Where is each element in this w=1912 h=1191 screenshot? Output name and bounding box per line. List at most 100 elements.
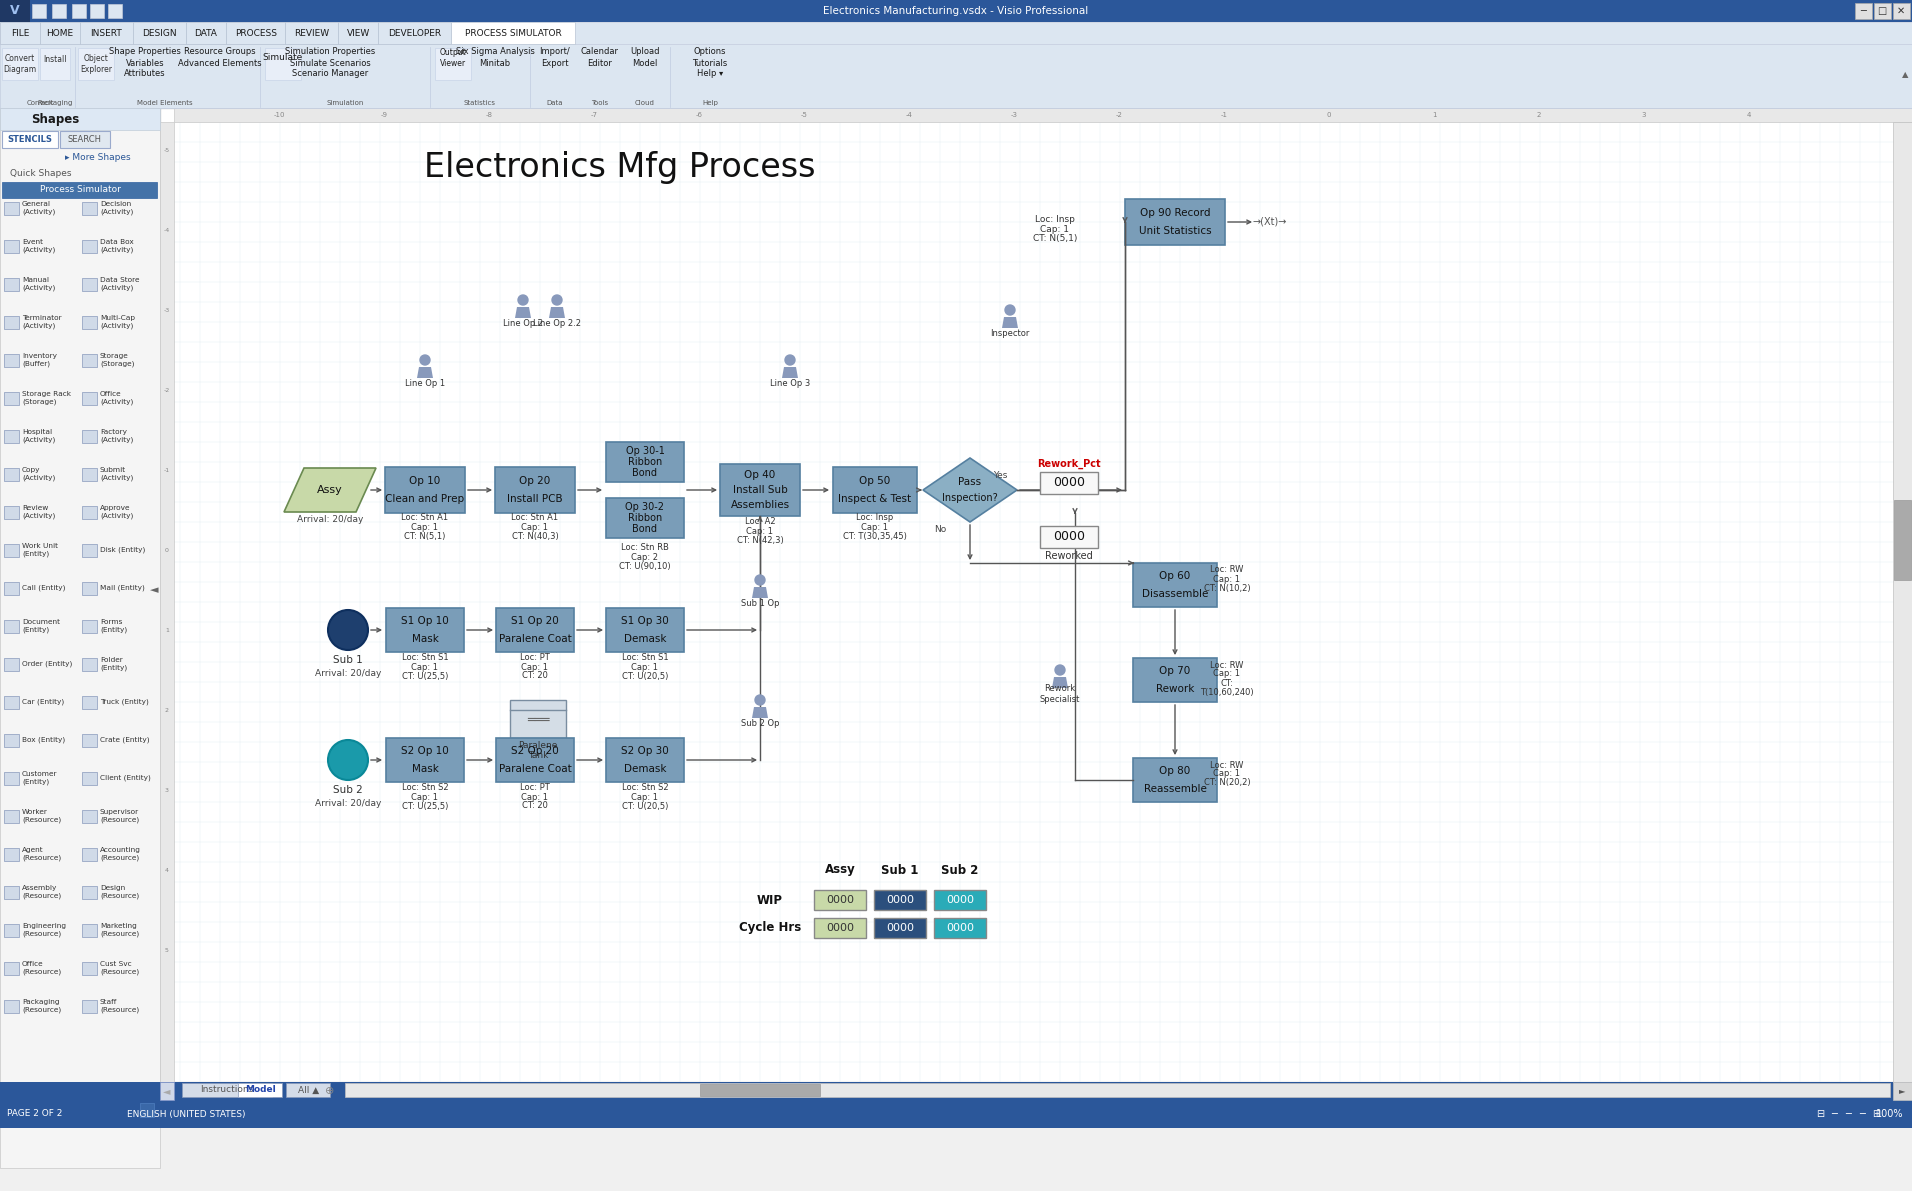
Bar (4, 430, 19, 443)
Text: Rework_Pct: Rework_Pct (1036, 459, 1101, 469)
Bar (82, 241, 98, 252)
Bar (495, 607, 574, 651)
Bar (451, 21, 576, 44)
Bar (140, 1103, 155, 1117)
Text: -10: -10 (273, 112, 285, 118)
Text: Hospital
(Activity): Hospital (Activity) (23, 429, 55, 443)
Bar (0, 1100, 1912, 1128)
Text: Help: Help (702, 100, 717, 106)
Text: Marketing
(Resource): Marketing (Resource) (99, 923, 140, 937)
Bar (4, 886, 19, 899)
Text: Model: Model (245, 1085, 275, 1095)
Text: -9: -9 (380, 112, 388, 118)
Text: Cap: 1: Cap: 1 (631, 662, 658, 672)
Text: Cap: 1: Cap: 1 (1214, 669, 1241, 679)
Bar (0, 44, 1912, 108)
Text: Editor: Editor (587, 58, 612, 68)
Text: Quick Shapes: Quick Shapes (10, 169, 71, 179)
Text: Op 70: Op 70 (1159, 666, 1191, 676)
Text: Assy: Assy (824, 863, 855, 877)
Circle shape (755, 575, 765, 585)
Circle shape (786, 355, 795, 364)
Text: 0000: 0000 (946, 923, 973, 933)
Text: Agent
(Resource): Agent (Resource) (23, 847, 61, 861)
Polygon shape (1052, 676, 1069, 688)
Text: Sub 1: Sub 1 (333, 655, 363, 665)
Text: Tutorials: Tutorials (692, 58, 728, 68)
Text: Arrival: 20/day: Arrival: 20/day (296, 516, 363, 524)
Text: 0000: 0000 (826, 894, 855, 905)
Text: Sub 1 Op: Sub 1 Op (740, 599, 780, 609)
Bar (90, 4, 103, 18)
Bar (834, 467, 918, 513)
Bar (4, 772, 19, 785)
Text: ─: ─ (1832, 1109, 1837, 1120)
Text: -3: -3 (164, 307, 170, 312)
Text: Supervisor
(Resource): Supervisor (Resource) (99, 809, 140, 823)
Text: ─: ─ (1858, 1109, 1864, 1120)
Bar (4, 354, 19, 367)
Text: -4: -4 (164, 227, 170, 232)
Text: Op 30-1: Op 30-1 (625, 445, 665, 456)
Text: -7: -7 (591, 112, 597, 118)
Text: CT: N(20,2): CT: N(20,2) (1205, 779, 1250, 787)
Bar (0, 1128, 1912, 1191)
Bar (0, 21, 1912, 44)
Bar (1134, 657, 1218, 701)
Bar (82, 468, 98, 481)
Text: Approve
(Activity): Approve (Activity) (99, 505, 134, 519)
Text: Data Box
(Activity): Data Box (Activity) (99, 239, 134, 252)
Text: ⊕: ⊕ (325, 1086, 335, 1096)
Text: Car (Entity): Car (Entity) (23, 699, 65, 705)
Text: Loc: Insp: Loc: Insp (857, 513, 893, 523)
Bar (0, 0, 1912, 21)
Text: CT: U(20,5): CT: U(20,5) (621, 672, 667, 680)
Text: Packaging
(Resource): Packaging (Resource) (23, 999, 61, 1012)
Text: DEVELOPER: DEVELOPER (388, 29, 442, 37)
Text: Loc: Stn S1: Loc: Stn S1 (621, 654, 669, 662)
Circle shape (1055, 665, 1065, 675)
Text: Cap: 1: Cap: 1 (1040, 224, 1069, 233)
Text: -5: -5 (801, 112, 807, 118)
Circle shape (1006, 305, 1015, 314)
Bar (4, 848, 19, 861)
Text: ENGLISH (UNITED STATES): ENGLISH (UNITED STATES) (126, 1110, 245, 1118)
Bar (82, 506, 98, 519)
Text: Cap: 1: Cap: 1 (522, 792, 549, 802)
Bar (4, 810, 19, 823)
Text: CT: N(40,3): CT: N(40,3) (512, 531, 558, 541)
Text: Engineering
(Resource): Engineering (Resource) (23, 923, 67, 937)
Bar (82, 657, 98, 671)
Text: T(10,60,240): T(10,60,240) (1201, 687, 1254, 697)
Bar (4, 278, 19, 291)
Bar (0, 21, 40, 44)
Text: Disassemble: Disassemble (1141, 588, 1208, 599)
Text: VIEW: VIEW (346, 29, 371, 37)
Text: Folder
(Entity): Folder (Entity) (99, 657, 128, 671)
Text: Loc: PT: Loc: PT (520, 784, 551, 792)
Bar (82, 924, 98, 937)
Polygon shape (751, 587, 769, 598)
Text: 4: 4 (164, 867, 168, 873)
Text: -4: -4 (906, 112, 912, 118)
Text: FILE: FILE (11, 29, 29, 37)
Text: -3: -3 (1011, 112, 1017, 118)
Text: Sub 2 Op: Sub 2 Op (740, 719, 780, 729)
Text: Scenario Manager: Scenario Manager (293, 69, 369, 79)
Bar (82, 316, 98, 329)
Bar (1124, 199, 1226, 245)
Bar (82, 886, 98, 899)
Bar (815, 890, 866, 910)
Text: Shape Properties: Shape Properties (109, 48, 182, 56)
Bar (1893, 1081, 1912, 1100)
Bar (384, 467, 465, 513)
Text: CT: U(90,10): CT: U(90,10) (619, 561, 671, 570)
Bar (1895, 500, 1910, 580)
Bar (82, 772, 98, 785)
Bar (82, 1000, 98, 1014)
Bar (4, 468, 19, 481)
Text: CT: U(25,5): CT: U(25,5) (402, 672, 447, 680)
Text: Op 60: Op 60 (1159, 572, 1191, 581)
Text: CT: U(20,5): CT: U(20,5) (621, 802, 667, 811)
Text: Op 80: Op 80 (1159, 766, 1191, 777)
